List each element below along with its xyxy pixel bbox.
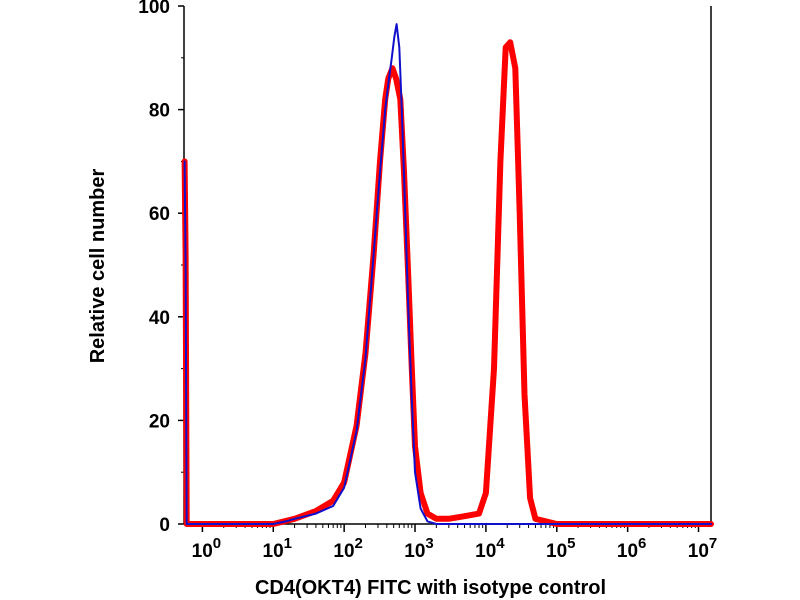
x-tick-exponent: 3 bbox=[425, 535, 433, 552]
series-cd4-line bbox=[185, 42, 711, 524]
y-tick-label: 0 bbox=[159, 515, 170, 536]
x-tick-label: 102 bbox=[333, 535, 362, 562]
x-tick-exponent: 5 bbox=[567, 535, 575, 552]
y-tick-label: 20 bbox=[149, 411, 170, 432]
y-axis: 0 20 40 60 80 100 bbox=[138, 0, 184, 536]
y-tick-label: 80 bbox=[149, 101, 170, 122]
x-tick-exponent: 6 bbox=[638, 535, 646, 552]
x-tick-base: 10 bbox=[546, 541, 567, 562]
x-tick-base: 10 bbox=[263, 541, 284, 562]
series-layer bbox=[185, 24, 711, 524]
x-tick-label: 100 bbox=[192, 535, 221, 562]
histogram-chart: 020406080100 100 101 102 103 104 105 106 107 CD… bbox=[0, 0, 800, 600]
x-tick-label: 101 bbox=[263, 535, 292, 562]
x-tick-base: 10 bbox=[475, 541, 496, 562]
x-tick-base: 10 bbox=[688, 541, 709, 562]
x-tick-exponent: 1 bbox=[284, 535, 292, 552]
y-tick-label: 100 bbox=[138, 0, 170, 18]
x-tick-label: 104 bbox=[475, 535, 505, 562]
x-tick-base: 10 bbox=[617, 541, 638, 562]
x-tick-exponent: 7 bbox=[709, 535, 717, 552]
x-tick-label: 105 bbox=[546, 535, 575, 562]
x-tick-base: 10 bbox=[404, 541, 425, 562]
x-tick-exponent: 2 bbox=[355, 535, 363, 552]
x-axis-title: CD4(OKT4) FITC with isotype control bbox=[255, 577, 606, 599]
x-tick-label: 103 bbox=[404, 535, 433, 562]
x-tick-exponent: 0 bbox=[213, 535, 221, 552]
y-tick-label: 60 bbox=[149, 204, 170, 225]
series-isotype-line bbox=[185, 24, 711, 524]
x-tick-base: 10 bbox=[333, 541, 354, 562]
x-tick-base: 10 bbox=[192, 541, 213, 562]
x-tick-exponent: 4 bbox=[496, 535, 505, 552]
plot-frame bbox=[184, 6, 711, 524]
x-axis: 100 101 102 103 104 105 106 107 bbox=[192, 524, 718, 562]
x-tick-label: 106 bbox=[617, 535, 646, 562]
y-tick-label: 40 bbox=[149, 308, 170, 329]
x-tick-label: 107 bbox=[688, 535, 717, 562]
y-axis-title: Relative cell number bbox=[87, 169, 109, 364]
